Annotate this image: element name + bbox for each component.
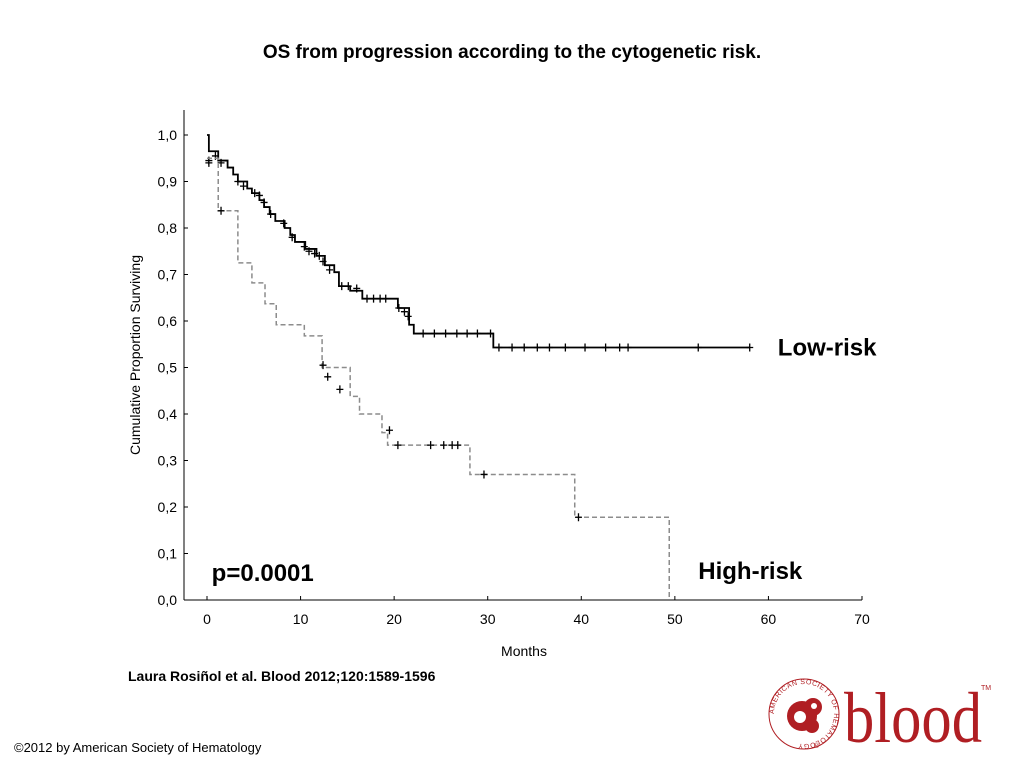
low-risk-censor-mark [288,233,296,242]
low-risk-censor-mark [300,242,308,251]
low-risk-censor-mark [746,343,754,352]
low-risk-censor-mark [520,343,528,352]
annotation-p-0-0001: p=0.0001 [212,560,314,587]
low-risk-censor-mark [508,343,516,352]
y-tick-label: 0,0 [158,592,178,608]
high-risk-censor-mark [454,441,462,450]
registered-mark: ® [814,742,820,750]
y-tick-label: 0,3 [158,453,178,469]
low-risk-censor-mark [581,343,589,352]
low-risk-censor-mark [602,343,610,352]
high-risk-censor-mark [319,361,327,370]
high-risk-censor-mark [385,426,393,435]
low-risk-censor-mark [533,343,541,352]
low-risk-censor-mark [404,312,412,321]
society-seal-icon: AMERICAN SOCIETY OF HEMATOLOGY ® [768,678,840,750]
copyright-notice: ©2012 by American Society of Hematology [14,740,262,755]
low-risk-censor-mark [473,329,481,338]
y-tick-label: 0,9 [158,174,178,190]
high-risk-censor-mark [394,441,402,450]
y-axis-label: Cumulative Proportion Surviving [127,255,143,455]
low-risk-censor-mark [280,219,288,228]
y-tick-label: 0,5 [158,360,178,376]
annotation-layer: p=0.0001 Low-risk High-risk [212,335,877,588]
low-risk-censor-mark [453,329,461,338]
y-tick-label: 0,7 [158,267,178,283]
x-tick-label: 20 [386,611,402,627]
x-tick-label: 70 [854,611,870,627]
high-risk-censor-mark [480,470,488,479]
low-risk-censor-mark [353,284,361,293]
citation: Laura Rosiñol et al. Blood 2012;120:1589… [128,668,436,684]
low-risk-censor-mark [260,198,268,207]
series-layer [205,134,754,600]
high-risk-curve [207,157,670,600]
x-tick-label: 10 [293,611,309,627]
low-risk-censor-mark [234,177,242,186]
annotation-low-risk: Low-risk [778,335,877,362]
low-risk-censor-mark [382,294,390,303]
low-risk-censor-mark [370,294,378,303]
low-risk-censor-mark [694,343,702,352]
low-risk-censor-mark [319,257,327,266]
x-tick-label: 60 [761,611,777,627]
low-risk-censor-mark [624,343,632,352]
blood-journal-logo: AMERICAN SOCIETY OF HEMATOLOGY ® blood T… [768,678,991,752]
y-tick-label: 0,2 [158,499,178,515]
low-risk-censor-mark [217,158,225,167]
x-tick-label: 40 [573,611,589,627]
low-risk-censor-mark [616,343,624,352]
y-tick-label: 0,1 [158,546,178,562]
high-risk-censor-mark [324,372,332,381]
logo-wordmark: blood [844,678,982,752]
high-risk-censor-mark [217,206,225,215]
low-risk-censor-mark [315,251,323,260]
x-tick-label: 30 [480,611,496,627]
high-risk-censor-mark [574,513,582,522]
x-axis-label: Months [501,643,547,659]
low-risk-censor-mark [463,329,471,338]
high-risk-censor-mark [440,441,448,450]
low-risk-censor-mark [419,329,427,338]
low-risk-censor-mark [267,210,275,219]
x-tick-label: 0 [203,611,211,627]
low-risk-censor-mark [255,191,263,200]
low-risk-censor-mark [561,343,569,352]
low-risk-censor-mark [395,303,403,312]
y-tick-label: 0,6 [158,313,178,329]
low-risk-censor-mark [311,249,319,258]
low-risk-censor-mark [326,265,334,274]
high-risk-censor-mark [205,158,213,167]
low-risk-censor-mark [363,294,371,303]
low-risk-curve [207,134,750,349]
low-risk-censor-mark [251,189,259,198]
low-risk-censor-mark [344,282,352,291]
slide-title: OS from progression according to the cyt… [262,42,762,63]
low-risk-censor-mark [442,329,450,338]
high-risk-censor-mark [336,385,344,394]
low-risk-censor-mark [400,307,408,316]
y-tick-label: 0,4 [158,406,178,422]
low-risk-censor-mark [305,247,313,256]
chart-axes: 0,0 0,1 0,2 0,3 0,4 0,5 0,6 0,7 0,8 0,9 1,0 0 10 20 30… [127,110,870,659]
low-risk-censor-mark [495,343,503,352]
low-risk-censor-mark [487,329,495,338]
low-risk-censor-mark [545,343,553,352]
annotation-high-risk: High-risk [698,558,803,585]
low-risk-censor-mark [430,329,438,338]
y-tick-label: 0,8 [158,220,178,236]
trademark-mark: TM [981,685,991,692]
low-risk-censor-mark [239,182,247,191]
high-risk-censor-mark [427,441,435,450]
low-risk-censor-mark [338,282,346,291]
x-tick-label: 50 [667,611,683,627]
y-tick-label: 1,0 [158,127,178,143]
